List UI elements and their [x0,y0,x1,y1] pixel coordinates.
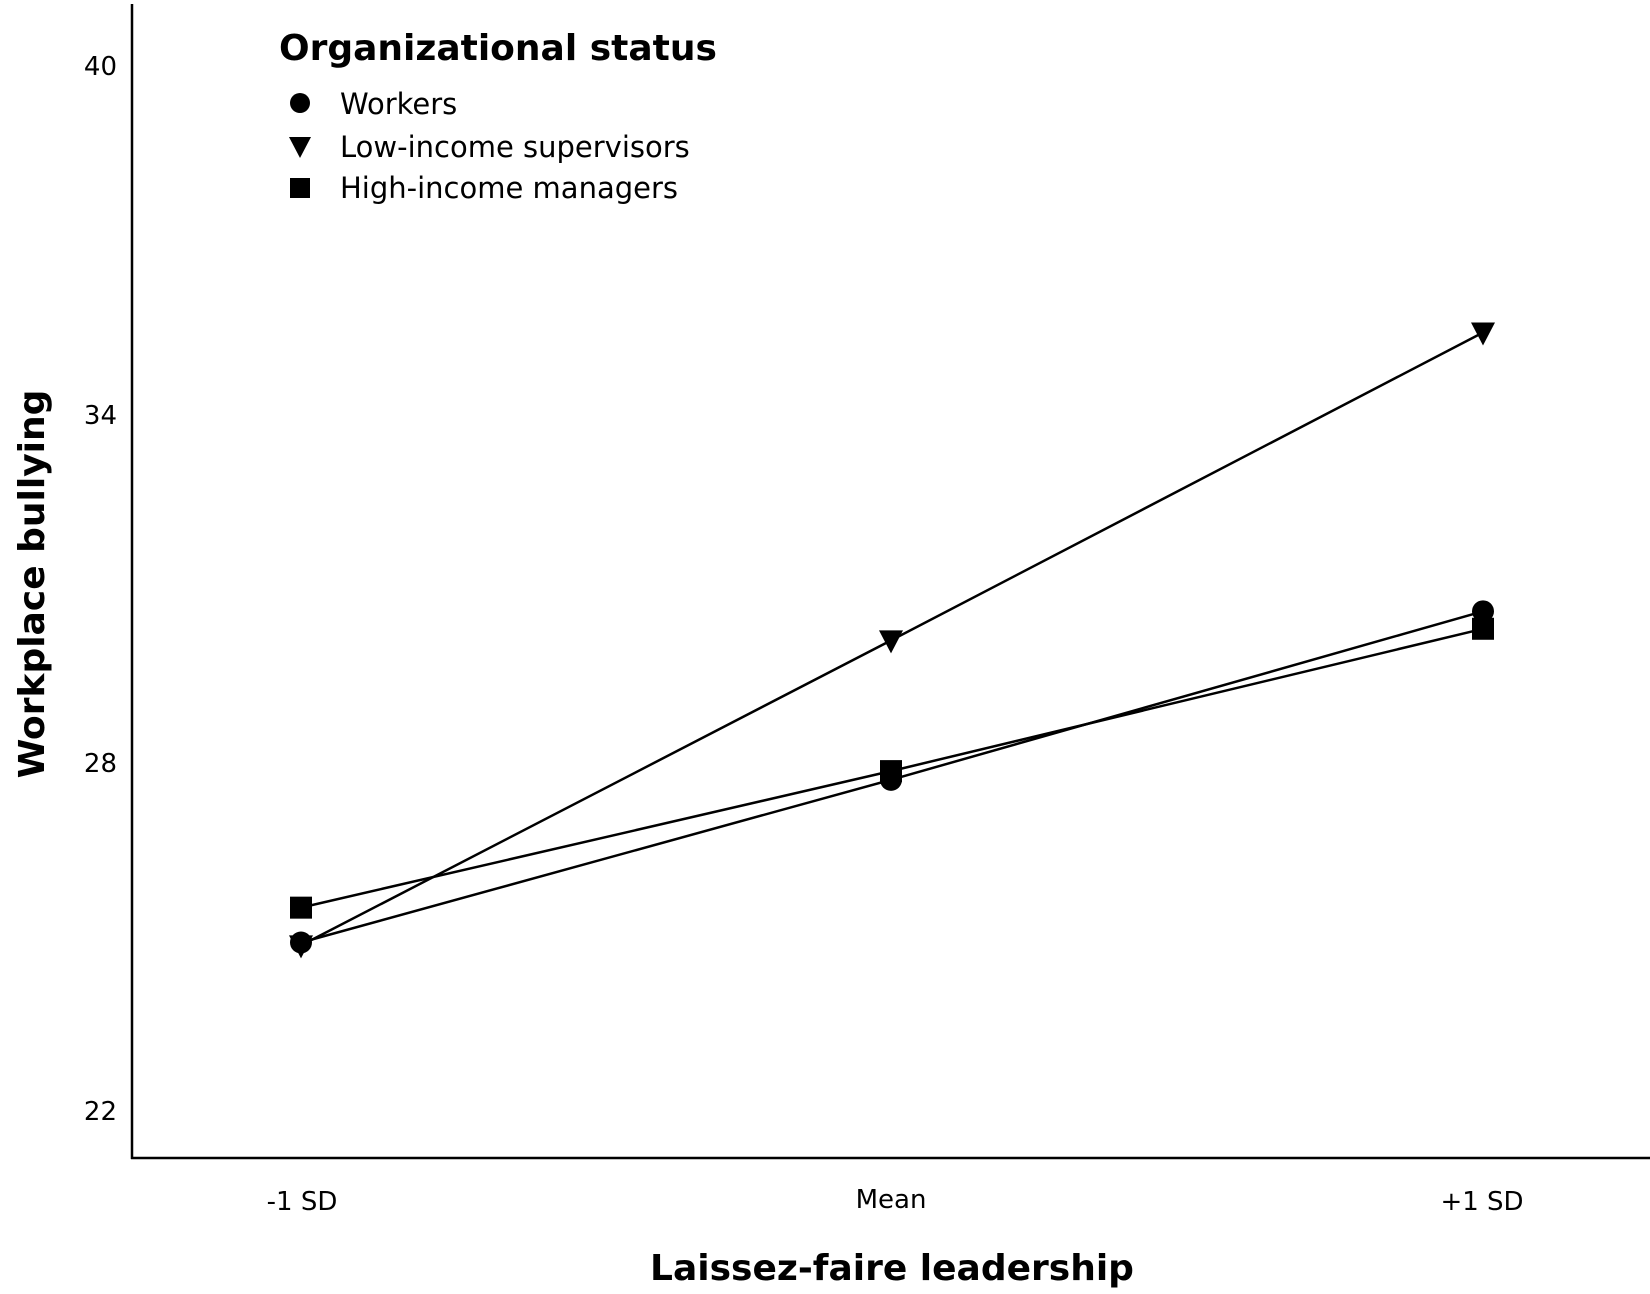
square-marker-icon [290,896,312,919]
legend-label-high-income-managers: High-income managers [340,171,678,205]
x-tick-label: -1 SD [267,1187,338,1217]
y-tick-label: 28 [84,749,117,779]
triangle-down-marker-icon [1471,322,1495,346]
square-marker-icon [880,760,902,783]
x-tick-label: +1 SD [1440,1187,1523,1217]
x-tick-label: Mean [856,1185,927,1215]
square-marker-icon [290,178,310,198]
x-axis-title: Laissez-faire leadership [650,1248,1134,1289]
triangle-down-marker-icon [289,137,311,158]
legend-label-low-income-supervisors: Low-income supervisors [340,130,690,164]
circle-marker-icon [290,93,310,113]
legend-label-workers: Workers [340,87,457,121]
y-tick-label: 34 [84,401,117,431]
legend-title: Organizational status [279,28,717,69]
triangle-down-marker-icon [289,935,313,959]
y-axis-title: Workplace bullying [12,390,53,779]
triangle-down-marker-icon [879,630,903,654]
square-marker-icon [1472,617,1494,640]
y-tick-label: 40 [84,52,117,82]
legend: Organizational status Workers Low-income… [279,28,717,205]
y-tick-label: 22 [84,1097,117,1127]
series-layer [289,322,1495,959]
circle-marker-icon [1472,600,1494,623]
